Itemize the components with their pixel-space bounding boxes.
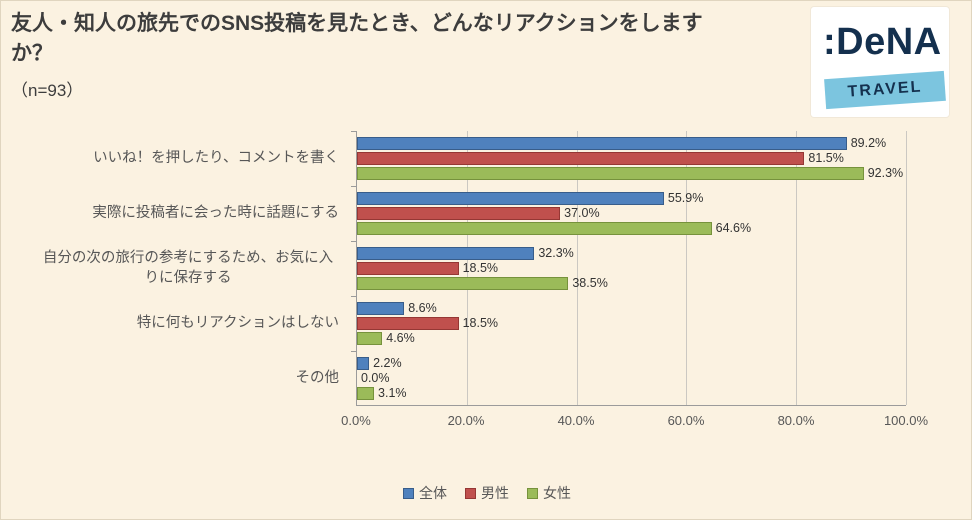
bar-value-label: 3.1% [378,386,407,400]
x-tick-label: 20.0% [447,413,485,428]
category-label: 実際に投稿者に会った時に話題にする [1,186,348,241]
bar-series-1 [357,152,805,165]
bar-value-label: 8.6% [408,301,437,315]
category-label-text: その他 [295,369,340,386]
bar-series-0 [357,357,370,370]
x-axis-tick-labels: 0.0% 20.0% 40.0% 60.0% 80.0% 100.0% [341,413,928,431]
bar-value-label: 18.5% [462,261,499,275]
category-axis-tick [351,186,357,187]
chart-title: 友人・知人の旅先でのSNS投稿を見たとき、どんなリアクションをしますか？ [11,12,703,66]
gridline [466,131,468,405]
x-tick-label: 100.0% [883,413,929,428]
category-axis-tick [351,351,357,352]
category-label-text: 特に何もリアクションはしない [136,314,339,331]
bar-series-2 [357,277,569,290]
category-label-text: いいね！を押したり、コメントを書く [93,149,339,166]
category-label-text: 自分の次の旅行の参考にするため、お気に入りに保存する [42,249,334,286]
category-axis-tick [351,296,357,297]
bar-value-label: 38.5% [572,276,608,290]
bar-value-label: 55.9% [667,191,704,205]
category-label: その他 [1,351,348,406]
bar-value-label: 64.6% [715,221,752,235]
category-label: いいね！を押したり、コメントを書く [1,131,348,186]
category-label: 特に何もリアクションはしない [1,296,348,351]
bar-value-label: 89.2% [850,136,887,150]
bar-series-2 [357,387,375,400]
dena-logo-text: :DeNA [823,21,942,63]
x-tick-label: 80.0% [777,413,815,428]
gridline [796,131,798,405]
bar-series-2 [357,222,712,235]
legend-item-1: 男性 [465,483,509,503]
chart-header: 友人・知人の旅先でのSNS投稿を見たとき、どんなリアクションをしますか？ （n=… [11,9,711,101]
bar-series-1 [357,262,459,275]
legend-item-2: 女性 [527,483,571,503]
travel-ribbon: TRAVEL [824,70,946,110]
bar-series-0 [357,192,664,205]
gridline [686,131,688,405]
bar-series-0 [357,247,535,260]
bar-series-0 [357,137,847,150]
bar-value-label: 92.3% [867,166,904,180]
legend-label: 全体 [419,485,447,501]
bar-series-2 [357,167,864,180]
chart-legend: 全体 男性 女性 [1,483,971,503]
bar-series-2 [357,332,383,345]
category-labels: いいね！を押したり、コメントを書く 実際に投稿者に会った時に話題にする自分の次の旅… [1,131,348,406]
bar-value-label: 32.3% [538,246,574,260]
legend-item-0: 全体 [403,483,447,503]
dena-travel-logo: :DeNA TRAVEL [811,7,949,117]
bar-series-1 [357,317,459,330]
gridline [576,131,578,405]
bar-value-label: 2.2% [373,356,402,370]
legend-swatch [403,487,414,499]
sample-size-label: （n=93） [11,80,84,100]
bar-value-label: 0.0% [361,371,390,385]
bar-value-label: 4.6% [386,331,415,345]
x-tick-label: 60.0% [667,413,705,428]
category-label-text: 実際に投稿者に会った時に話題にする [92,204,339,221]
bar-series-0 [357,302,405,315]
bar-value-label: 81.5% [808,151,844,165]
category-axis-tick [351,241,357,242]
x-tick-label: 40.0% [557,413,595,428]
bar-value-label: 37.0% [564,206,600,220]
bar-series-1 [357,207,561,220]
category-label: 自分の次の旅行の参考にするため、お気に入りに保存する [1,241,348,296]
plot-area: 89.2% 55.9% 32.3% 8.6% 2.2% 81.5% 37.0% 18.5% 18… [351,131,907,406]
legend-swatch [465,487,476,499]
bar-value-label: 18.5% [462,316,499,330]
x-tick-label: 0.0% [341,413,371,428]
gridline [906,131,907,405]
travel-ribbon-label: TRAVEL [847,78,923,101]
legend-swatch [527,487,538,499]
legend-label: 女性 [543,485,571,501]
category-axis-tick [351,131,357,132]
legend-label: 男性 [481,485,509,501]
